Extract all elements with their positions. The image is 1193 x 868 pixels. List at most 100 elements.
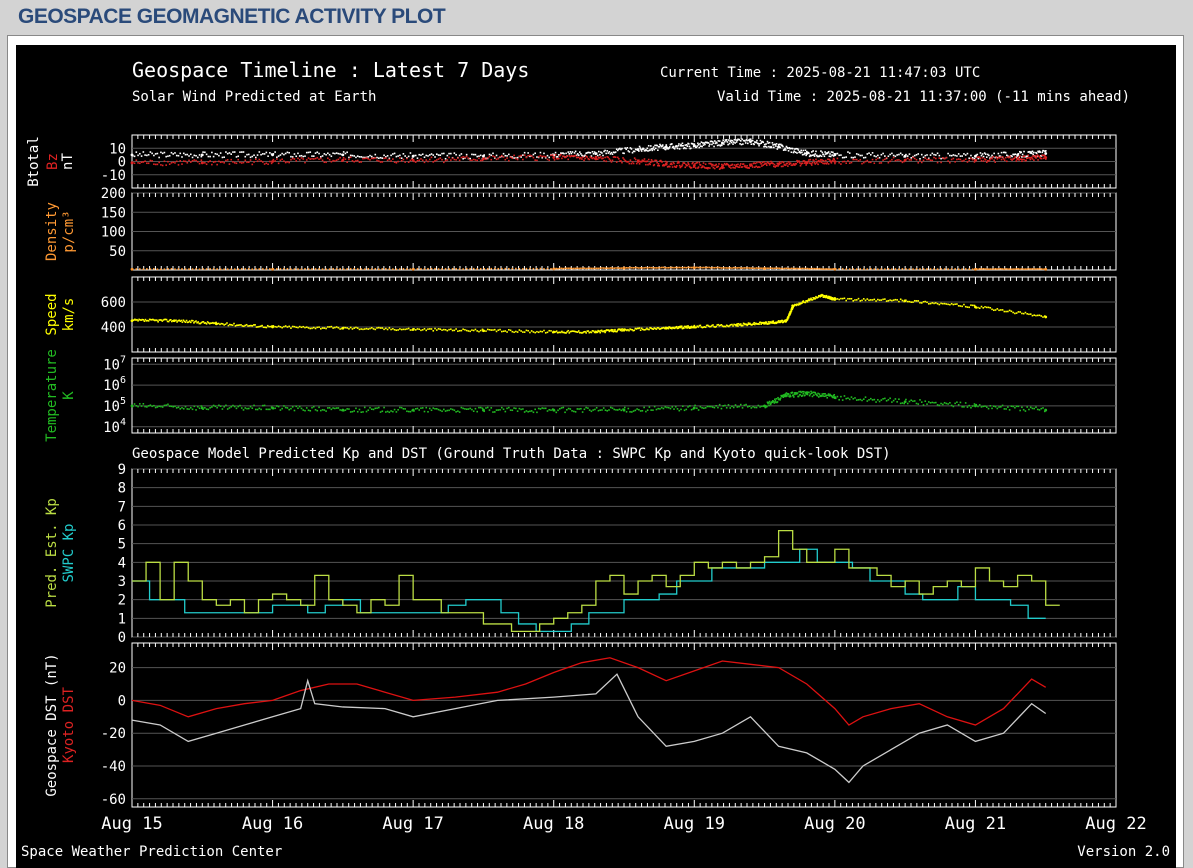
series-density-dot: [717, 266, 719, 269]
series-temperature-dot: [608, 409, 610, 411]
series-temperature-point: [805, 392, 809, 395]
series-speed-dot: [998, 309, 1000, 312]
series-temperature-dot: [448, 409, 450, 412]
series-btotal-dot: [420, 154, 422, 156]
series-btotal-dot: [684, 144, 687, 146]
series-bz-dot: [822, 162, 824, 165]
series-btotal-dot: [729, 140, 732, 143]
series-density-dot: [1007, 268, 1009, 270]
series-bz-dot: [486, 157, 489, 159]
series-speed-dot: [964, 305, 967, 308]
series-speed-dot: [177, 319, 179, 322]
series-bz-dot: [167, 160, 169, 163]
series-bz-dot: [656, 161, 658, 164]
series-temperature-dot: [595, 406, 598, 409]
series-btotal-dot: [508, 153, 510, 156]
series-btotal-dot: [739, 140, 742, 142]
series-speed-dot: [771, 322, 774, 324]
series-temperature-dot: [850, 396, 853, 398]
series-btotal-dot: [789, 147, 792, 150]
series-temperature-dot: [297, 407, 299, 410]
series-temperature-dot: [223, 406, 225, 408]
series-density-dot: [569, 267, 572, 270]
series-speed-point: [833, 298, 837, 301]
series-btotal-dot: [428, 154, 431, 156]
series-speed-dot: [894, 298, 897, 301]
series-bz-dot: [1045, 158, 1047, 160]
series-btotal-dot: [1029, 152, 1032, 154]
series-btotal-dot: [1035, 152, 1038, 155]
series-bz-dot: [532, 156, 535, 159]
series-speed-dot: [555, 330, 558, 332]
series-bz-dot: [727, 163, 729, 166]
series-speed-dot: [631, 328, 633, 331]
series-temperature-dot: [256, 408, 259, 411]
series-density-dot: [588, 267, 591, 269]
series-density-dot: [708, 266, 710, 269]
series-temperature-dot: [225, 404, 227, 407]
series-btotal-dot: [716, 142, 718, 144]
series-speed-dot: [165, 318, 168, 321]
series-bz-point: [749, 164, 752, 167]
series-bz-dot: [572, 155, 575, 157]
series-btotal-dot: [772, 144, 774, 146]
series-speed-dot: [596, 331, 599, 334]
series-temperature-point: [784, 394, 788, 397]
series-temperature-dot: [761, 405, 763, 408]
series-btotal-dot: [709, 143, 711, 146]
series-speed-dot: [847, 297, 849, 300]
series-btotal-dot: [970, 154, 972, 157]
series-temperature-dot: [160, 405, 162, 408]
series-bz-dot: [198, 162, 201, 165]
series-btotal-dot: [599, 153, 601, 156]
series-density-dot: [998, 268, 1000, 270]
series-speed-dot: [532, 331, 535, 333]
series-bz-dot: [575, 156, 578, 159]
series-btotal-dot: [135, 151, 138, 153]
series-btotal-dot: [175, 154, 178, 157]
series-temperature-dot: [803, 390, 805, 393]
series-btotal-dot: [226, 152, 229, 155]
series-btotal-dot: [964, 154, 967, 156]
series-bz-dot: [441, 158, 443, 161]
series-temperature-dot: [200, 405, 203, 407]
series-btotal-dot: [1038, 150, 1041, 152]
series-bz-dot: [933, 156, 935, 159]
series-temperature-dot: [822, 393, 825, 395]
series-btotal-dot: [718, 140, 721, 142]
series-bz-dot: [233, 162, 236, 164]
series-speed-dot: [476, 330, 478, 332]
series-speed-dot: [985, 306, 988, 309]
series-btotal-dot: [425, 154, 428, 157]
series-btotal-dot: [295, 155, 298, 158]
series-density-dot: [922, 268, 925, 270]
series-btotal-dot: [640, 148, 642, 151]
series-speed-dot: [139, 319, 141, 321]
series-temperature-dot: [784, 393, 787, 395]
series-btotal-dot: [223, 156, 225, 158]
series-bz-dot: [788, 163, 791, 166]
series-speed-dot: [420, 329, 422, 332]
series-temperature-dot: [1028, 408, 1030, 411]
series-speed-dot: [316, 326, 319, 329]
series-bz-dot: [804, 160, 807, 163]
series-btotal-dot: [668, 146, 671, 148]
series-density-dot: [926, 268, 928, 270]
current-time: Current Time : 2025-08-21 11:47:03 UTC: [660, 65, 980, 81]
series-btotal-dot: [728, 142, 731, 145]
series-temperature-dot: [207, 408, 210, 411]
series-btotal-dot: [935, 154, 937, 156]
series-speed-dot: [687, 326, 690, 328]
series-btotal-dot: [877, 154, 879, 157]
series-density-dot: [135, 268, 138, 270]
series-density-dot: [1005, 268, 1007, 270]
series-btotal-dot: [750, 143, 753, 145]
series-bz-dot: [1000, 158, 1003, 161]
series-bz-dot: [956, 158, 958, 161]
series-bz-point: [411, 158, 415, 162]
series-density-dot: [562, 267, 565, 270]
series-bz-dot: [606, 156, 609, 158]
series-speed-dot: [719, 324, 722, 327]
y-tick-label: 107: [103, 354, 126, 373]
